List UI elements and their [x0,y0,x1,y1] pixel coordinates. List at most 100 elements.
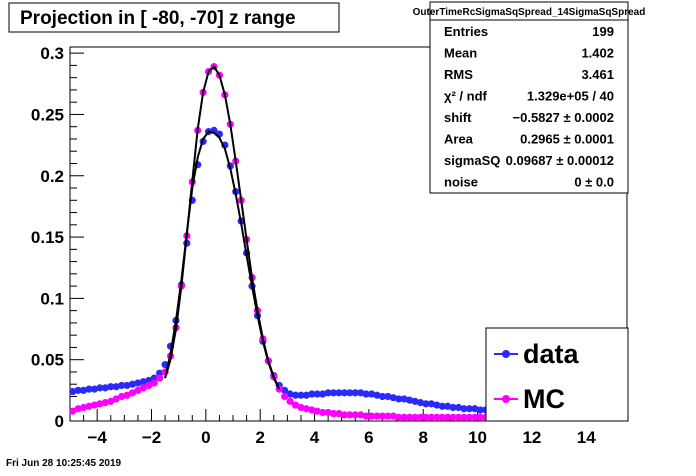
x-tick-label: 8 [418,428,427,447]
data-point [351,411,359,419]
plot-frame [69,46,628,422]
data-point [357,411,365,419]
data-point [291,391,300,399]
data-point [454,413,463,421]
data-point [384,392,392,401]
data-point [444,413,452,421]
legend: data MC [485,327,629,422]
x-tick-label: 0 [201,428,210,447]
stats-value: 1.329e+05 / 40 [527,89,614,104]
legend-marker-data [502,350,510,358]
stats-key: sigmaSQ [444,153,500,168]
data-point [123,391,131,399]
timestamp: Fri Jun 28 10:25:45 2019 [6,458,122,469]
data-point [395,413,403,421]
fit-curve-2 [164,65,281,390]
data-point [427,400,435,408]
stats-key: noise [444,175,478,190]
chart-title: Projection in [ -80, -70] z range [20,8,296,29]
data-point [79,403,88,412]
data-point [346,389,354,397]
data-point [308,406,316,414]
x-tick-label: −2 [142,428,161,447]
data-point [85,402,93,410]
data-point [90,401,99,409]
data-point [74,386,82,394]
data-point [69,387,77,396]
data-point [134,379,142,387]
x-tick-label: −4 [87,428,107,447]
x-tick-label: 14 [577,428,596,447]
data-point [471,413,479,421]
data-point [335,389,343,397]
data-point [156,374,164,382]
data-point [128,380,137,388]
stats-value: −0.5827 ± 0.0002 [513,110,614,125]
stats-key: Entries [444,24,488,39]
y-tick-label: 0.3 [40,44,64,63]
data-point [319,408,327,417]
stats-key: Mean [444,46,477,61]
data-point [313,407,321,415]
data-point [367,390,376,398]
data-point [433,401,441,409]
data-point [416,413,425,421]
data-point [308,390,316,398]
data-point [329,389,338,397]
data-point [96,384,104,392]
stats-value: 0 ± 0.0 [574,175,614,190]
legend-frame [485,327,629,422]
data-point [444,402,452,410]
data-point [302,405,310,413]
data-point [351,389,359,397]
y-axis: 0 0.05 0.1 0.15 0.2 0.25 0.3 [31,44,84,431]
data-point [460,405,468,413]
data-point [139,384,147,392]
data-point [118,392,126,401]
y-tick-label: 0.05 [31,351,64,370]
data-point [400,395,408,403]
data-point [476,413,484,421]
stats-value: 0.2965 ± 0.0001 [520,132,614,147]
data-point [427,413,435,421]
data-point [90,385,99,393]
data-point [406,396,414,404]
x-tick-label: 10 [468,428,487,447]
stats-value: 3.461 [581,67,614,82]
stats-box-frame [429,1,629,194]
stats-rows: Entries 199 Mean 1.402 RMS 3.461 χ² / ndf 1.329… [444,24,614,190]
data-point [118,381,126,390]
data-point [449,413,457,421]
data-point [449,403,457,412]
data-point [411,413,419,421]
data-point [465,413,474,421]
data-point [367,412,376,420]
data-point [460,413,468,421]
stats-key: shift [444,110,472,125]
data-point [346,411,354,419]
data-point [112,395,120,403]
data-point [433,413,441,421]
y-tick-label: 0.1 [40,289,64,308]
data-point [422,400,430,408]
data-point [406,413,414,421]
data-point [384,412,392,420]
y-tick-label: 0.15 [31,228,64,247]
data-point [112,383,120,391]
data-point [465,405,474,413]
data-point [134,386,142,394]
data-point [150,379,158,387]
data-point [471,405,479,413]
data-point [476,406,484,414]
data-point [281,392,289,401]
data-point [400,413,408,421]
stats-box-title: OuterTimeRcSigmaSqSpread_14SigmaSqSpread [413,7,646,18]
data-point [69,407,77,415]
x-tick-label: 2 [255,428,264,447]
data-point [281,386,289,394]
stats-value: 199 [592,24,614,39]
data-point [107,383,115,391]
data-point [416,399,425,407]
